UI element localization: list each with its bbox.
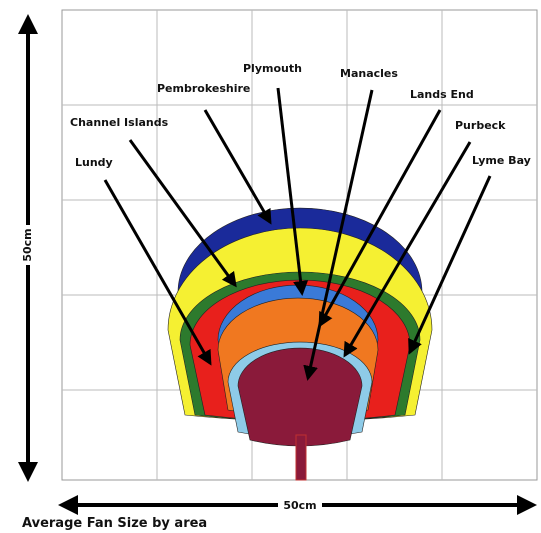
fan-layer (238, 348, 362, 446)
fans (168, 208, 432, 446)
area-label: Channel Islands (70, 116, 169, 129)
area-label: Pembrokeshire (157, 82, 250, 95)
title: Average Fan Size by area (22, 516, 207, 531)
pointer-arrow (130, 140, 235, 285)
area-label: Lyme Bay (472, 154, 531, 167)
fan-stem (296, 435, 306, 480)
pointer-arrow (205, 110, 270, 222)
area-label: Manacles (340, 67, 398, 80)
pointer-arrow (410, 176, 490, 352)
diagram: Lundy Channel Islands Pembrokeshire Plymout… (0, 0, 541, 533)
horizontal-label: 50cm (283, 499, 316, 512)
area-label: Purbeck (455, 119, 506, 132)
area-label: Plymouth (243, 62, 302, 75)
area-label: Lands End (410, 88, 474, 101)
area-label: Lundy (75, 156, 113, 169)
vertical-label: 50cm (21, 228, 34, 261)
